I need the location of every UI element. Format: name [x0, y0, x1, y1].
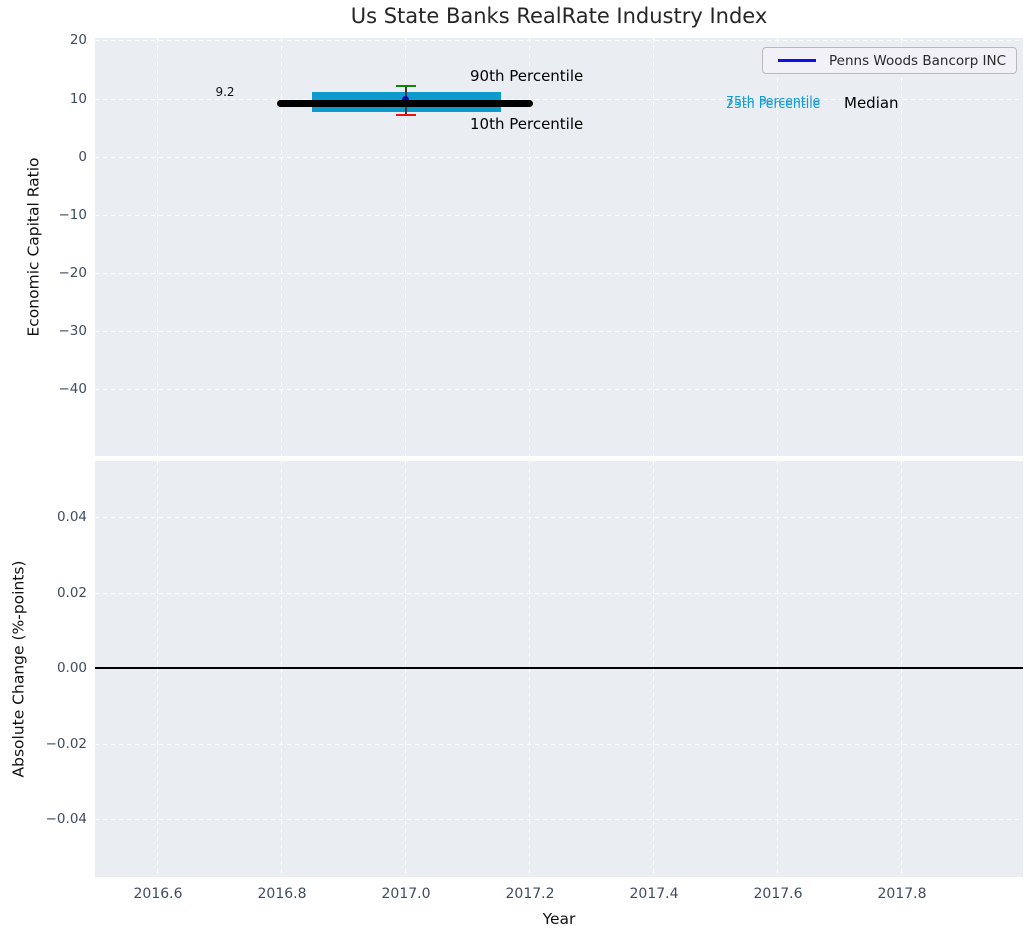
ytick-top: 10: [69, 91, 87, 107]
zero-line: [95, 667, 1023, 669]
bottom-y-axis-label: Absolute Change (%-points): [9, 560, 27, 778]
gridline: [95, 389, 1023, 390]
gridline: [95, 593, 1023, 594]
xtick: 2017.4: [629, 886, 679, 902]
ytick-top: −10: [58, 207, 88, 223]
p10-annotation: 10th Percentile: [470, 115, 584, 133]
gridline: [777, 38, 778, 456]
top-y-axis-label: Economic Capital Ratio: [25, 157, 43, 337]
gridline: [95, 215, 1023, 216]
xtick: 2016.8: [257, 886, 307, 902]
gridline: [405, 38, 406, 456]
ytick-top: −40: [58, 381, 88, 397]
gridline: [157, 461, 158, 877]
median-line: [277, 99, 533, 107]
chart-title: Us State Banks RealRate Industry Index: [350, 4, 768, 28]
gridline: [405, 461, 406, 877]
gridline: [157, 38, 158, 456]
gridline: [653, 38, 654, 456]
xtick: 2017.0: [381, 886, 431, 902]
gridline: [901, 461, 902, 877]
ytick-top: −30: [58, 323, 88, 339]
gridline: [529, 461, 530, 877]
gridline: [95, 819, 1023, 820]
p75-annotation: 75th Percentile: [726, 93, 821, 108]
legend-line-sample: [778, 59, 816, 62]
p90-cap: [396, 84, 416, 87]
median-value-annotation: 9.2: [215, 85, 235, 99]
gridline: [281, 461, 282, 877]
median-annotation: Median: [844, 94, 899, 112]
ytick-top: 20: [69, 32, 87, 48]
p25-annotation: 25th Percentile: [726, 95, 821, 111]
gridline: [901, 38, 902, 456]
gridline: [529, 38, 530, 456]
xtick: 2017.6: [753, 886, 803, 902]
top-plot-area: 9.2 90th Percentile 10th Percentile 75th…: [95, 38, 1023, 456]
gridline: [95, 40, 1023, 41]
ytick-bottom: −0.02: [45, 736, 87, 752]
gridline: [95, 517, 1023, 518]
xtick: 2016.6: [133, 886, 183, 902]
ytick-top: 0: [78, 149, 87, 165]
legend: Penns Woods Bancorp INC: [762, 47, 1018, 74]
xtick: 2017.8: [877, 886, 927, 902]
x-axis-label: Year: [542, 910, 576, 928]
gridline: [95, 157, 1023, 158]
gridline: [777, 461, 778, 877]
gridline: [95, 331, 1023, 332]
ytick-bottom: −0.04: [45, 811, 87, 827]
gridline: [95, 99, 1023, 100]
gridline: [95, 273, 1023, 274]
p90-annotation: 90th Percentile: [470, 67, 584, 85]
gridline: [95, 744, 1023, 745]
p10-cap: [396, 113, 416, 116]
ytick-top: −20: [58, 265, 88, 281]
ytick-bottom: 0.02: [56, 585, 87, 601]
gridline: [653, 461, 654, 877]
xtick: 2017.2: [505, 886, 555, 902]
gridline: [281, 38, 282, 456]
ytick-bottom: 0.04: [56, 509, 87, 525]
bottom-plot-area: [95, 461, 1023, 877]
ytick-bottom: 0.00: [56, 660, 87, 676]
legend-label: Penns Woods Bancorp INC: [829, 52, 1007, 69]
